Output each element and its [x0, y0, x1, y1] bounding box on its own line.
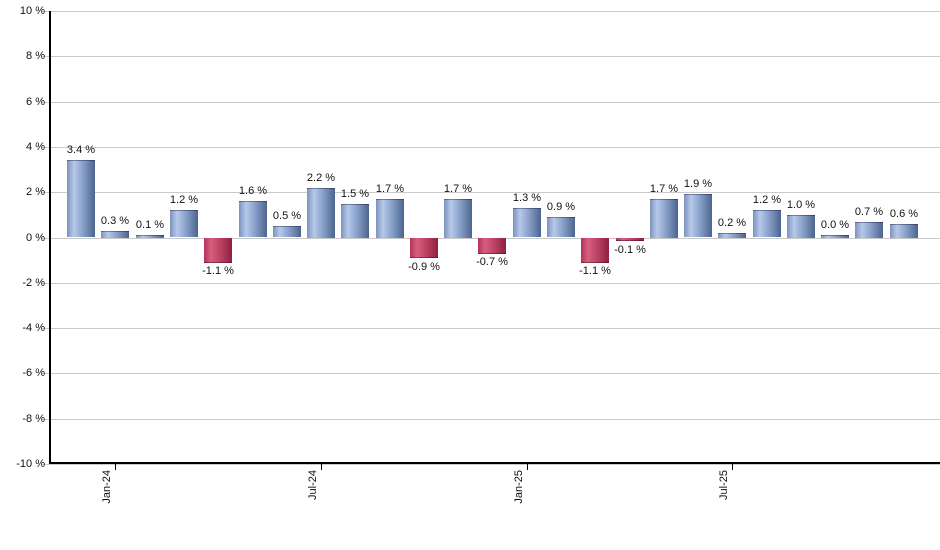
x-axis-line — [49, 462, 940, 464]
bar-value-label: 0.3 % — [100, 215, 130, 227]
bar-positive — [67, 160, 95, 237]
bar-positive — [821, 235, 849, 238]
bar-negative — [581, 238, 609, 263]
y-gridline — [42, 328, 940, 329]
y-tick-label: -8 % — [22, 413, 45, 425]
y-tick-label: 6 % — [26, 96, 45, 108]
x-tick-label: Jan-24 — [101, 470, 113, 504]
y-tick-label: -4 % — [22, 322, 45, 334]
bar-value-label: -0.9 % — [408, 261, 440, 273]
y-tick-label: 4 % — [26, 141, 45, 153]
bar-value-label: -0.7 % — [476, 256, 508, 268]
bar-value-label: 1.7 % — [375, 183, 405, 195]
bar-value-label: 2.2 % — [306, 172, 336, 184]
y-tick-label: -6 % — [22, 367, 45, 379]
y-tick-label: 0 % — [26, 232, 45, 244]
bar-value-label: 0.5 % — [272, 210, 302, 222]
bar-positive — [239, 201, 267, 237]
y-gridline — [42, 11, 940, 12]
bar-positive — [170, 210, 198, 237]
bar-negative — [478, 238, 506, 254]
bar-value-label: 0.0 % — [820, 219, 850, 231]
bar-negative — [204, 238, 232, 263]
y-gridline — [42, 283, 940, 284]
bar-positive — [684, 194, 712, 237]
y-gridline — [42, 373, 940, 374]
x-axis-tick — [321, 464, 322, 470]
bar-positive — [376, 199, 404, 238]
bar-value-label: 1.6 % — [238, 185, 268, 197]
bar-value-label: 1.2 % — [752, 194, 782, 206]
x-axis-tick — [115, 464, 116, 470]
bar-value-label: 0.7 % — [854, 206, 884, 218]
bar-value-label: 1.7 % — [443, 183, 473, 195]
y-gridline — [42, 147, 940, 148]
x-axis-tick — [527, 464, 528, 470]
bar-value-label: 0.9 % — [546, 201, 576, 213]
bar-positive — [547, 217, 575, 237]
x-tick-label: Jan-25 — [513, 470, 525, 504]
y-tick-label: 8 % — [26, 50, 45, 62]
bar-value-label: 1.9 % — [683, 178, 713, 190]
bar-positive — [787, 215, 815, 238]
bar-value-label: 0.1 % — [135, 219, 165, 231]
bar-positive — [101, 231, 129, 238]
bar-value-label: 1.3 % — [512, 192, 542, 204]
x-axis-tick — [732, 464, 733, 470]
bar-negative — [410, 238, 438, 258]
bar-positive — [855, 222, 883, 238]
bar-positive — [753, 210, 781, 237]
bar-positive — [341, 204, 369, 238]
bar-negative — [616, 238, 644, 241]
bar-value-label: 1.2 % — [169, 194, 199, 206]
y-axis-line — [49, 11, 51, 464]
bar-value-label: -1.1 % — [579, 265, 611, 277]
bar-positive — [718, 233, 746, 238]
y-gridline — [42, 464, 940, 465]
x-tick-label: Jul-24 — [307, 470, 319, 500]
bar-positive — [307, 188, 335, 238]
y-gridline — [42, 419, 940, 420]
bar-positive — [273, 226, 301, 237]
bar-value-label: 1.5 % — [340, 188, 370, 200]
bar-positive — [444, 199, 472, 238]
y-tick-label: 2 % — [26, 186, 45, 198]
bar-value-label: 3.4 % — [66, 144, 96, 156]
bar-positive — [650, 199, 678, 238]
y-gridline — [42, 192, 940, 193]
y-gridline — [42, 102, 940, 103]
bar-value-label: 1.0 % — [786, 199, 816, 211]
bar-value-label: -0.1 % — [614, 244, 646, 256]
y-gridline — [42, 56, 940, 57]
bar-value-label: 0.6 % — [889, 208, 919, 220]
y-tick-label: -10 % — [16, 458, 45, 470]
y-tick-label: 10 % — [19, 5, 45, 17]
y-tick-label: -2 % — [22, 277, 45, 289]
bar-value-label: 1.7 % — [649, 183, 679, 195]
bar-value-label: 0.2 % — [717, 217, 747, 229]
bar-positive — [513, 208, 541, 237]
x-tick-label: Jul-25 — [718, 470, 730, 500]
bar-positive — [136, 235, 164, 238]
bar-positive — [890, 224, 918, 238]
bar-value-label: -1.1 % — [202, 265, 234, 277]
